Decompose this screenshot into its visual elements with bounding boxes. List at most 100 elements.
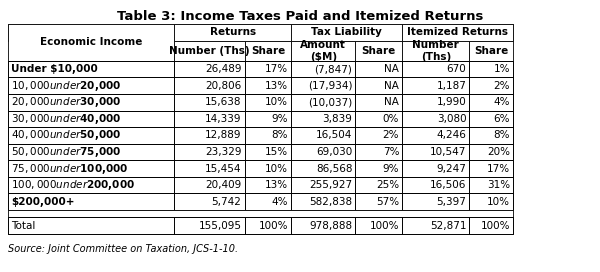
- Text: 26,489: 26,489: [205, 64, 242, 74]
- Bar: [8, 160, 175, 177]
- Bar: [469, 193, 513, 210]
- Text: 4%: 4%: [494, 97, 510, 107]
- Bar: [8, 78, 175, 94]
- Bar: [402, 127, 469, 144]
- Text: 9%: 9%: [383, 163, 399, 174]
- Bar: [8, 217, 175, 234]
- Text: 20,409: 20,409: [205, 180, 242, 190]
- Bar: [8, 160, 513, 177]
- Bar: [402, 78, 469, 94]
- Text: $10,000 under $20,000: $10,000 under $20,000: [11, 79, 121, 93]
- Bar: [175, 217, 245, 234]
- Bar: [402, 193, 469, 210]
- Bar: [291, 41, 355, 61]
- Text: 10%: 10%: [265, 97, 288, 107]
- Bar: [355, 61, 402, 78]
- Bar: [8, 144, 175, 160]
- Bar: [469, 94, 513, 111]
- Bar: [402, 217, 469, 234]
- Text: 978,888: 978,888: [310, 221, 352, 231]
- Text: 2%: 2%: [494, 81, 510, 91]
- Text: 10,547: 10,547: [430, 147, 466, 157]
- Text: 1%: 1%: [494, 64, 510, 74]
- Text: 52,871: 52,871: [430, 221, 466, 231]
- Bar: [291, 193, 355, 210]
- Text: Total: Total: [11, 221, 35, 231]
- Text: 25%: 25%: [376, 180, 399, 190]
- Bar: [402, 41, 469, 61]
- Bar: [245, 127, 291, 144]
- Text: 15,454: 15,454: [205, 163, 242, 174]
- Bar: [8, 24, 513, 41]
- Text: Itemized Returns: Itemized Returns: [407, 27, 508, 37]
- Bar: [469, 111, 513, 127]
- Bar: [175, 193, 245, 210]
- Bar: [245, 193, 291, 210]
- Bar: [8, 94, 513, 111]
- Text: $100,000 under $200,000: $100,000 under $200,000: [11, 178, 135, 192]
- Bar: [291, 144, 355, 160]
- Text: 1,990: 1,990: [437, 97, 466, 107]
- Bar: [469, 160, 513, 177]
- Bar: [469, 78, 513, 94]
- Bar: [355, 177, 402, 193]
- Text: 16,504: 16,504: [316, 131, 352, 140]
- Bar: [355, 217, 402, 234]
- Bar: [245, 217, 291, 234]
- Bar: [8, 127, 175, 144]
- Bar: [245, 111, 291, 127]
- Text: 100%: 100%: [259, 221, 288, 231]
- Text: $75,000 under $100,000: $75,000 under $100,000: [11, 162, 128, 176]
- Text: 4%: 4%: [272, 197, 288, 207]
- Bar: [8, 111, 175, 127]
- Text: NA: NA: [385, 64, 399, 74]
- Text: 4,246: 4,246: [436, 131, 466, 140]
- Text: 5,742: 5,742: [212, 197, 242, 207]
- Text: Economic Income: Economic Income: [40, 38, 142, 47]
- Text: (7,847): (7,847): [314, 64, 352, 74]
- Bar: [8, 61, 513, 78]
- Text: Share: Share: [362, 46, 396, 56]
- Text: 7%: 7%: [383, 147, 399, 157]
- Bar: [469, 144, 513, 160]
- Text: 670: 670: [446, 64, 466, 74]
- Bar: [8, 94, 175, 111]
- Bar: [355, 41, 402, 61]
- Bar: [175, 111, 245, 127]
- Bar: [291, 61, 355, 78]
- Bar: [469, 177, 513, 193]
- Text: (10,037): (10,037): [308, 97, 352, 107]
- Bar: [355, 193, 402, 210]
- Bar: [469, 127, 513, 144]
- Bar: [469, 41, 513, 61]
- Bar: [175, 177, 245, 193]
- Bar: [355, 111, 402, 127]
- Text: 15,638: 15,638: [205, 97, 242, 107]
- Bar: [402, 24, 513, 41]
- Text: 12,889: 12,889: [205, 131, 242, 140]
- Text: Under $10,000: Under $10,000: [11, 64, 98, 74]
- Bar: [245, 94, 291, 111]
- Bar: [291, 217, 355, 234]
- Bar: [291, 177, 355, 193]
- Bar: [245, 41, 291, 61]
- Text: 20,806: 20,806: [205, 81, 242, 91]
- Bar: [245, 78, 291, 94]
- Bar: [291, 127, 355, 144]
- Text: 5,397: 5,397: [436, 197, 466, 207]
- Text: 13%: 13%: [265, 81, 288, 91]
- Text: 69,030: 69,030: [316, 147, 352, 157]
- Text: NA: NA: [385, 81, 399, 91]
- Bar: [469, 217, 513, 234]
- Text: Source: Joint Committee on Taxation, JCS-1-10.: Source: Joint Committee on Taxation, JCS…: [8, 244, 238, 254]
- Text: 17%: 17%: [265, 64, 288, 74]
- Text: 8%: 8%: [494, 131, 510, 140]
- Bar: [291, 78, 355, 94]
- Text: 1,187: 1,187: [436, 81, 466, 91]
- Bar: [245, 160, 291, 177]
- Text: 86,568: 86,568: [316, 163, 352, 174]
- Text: 2%: 2%: [383, 131, 399, 140]
- Text: 13%: 13%: [265, 180, 288, 190]
- Bar: [8, 217, 513, 234]
- Text: 6%: 6%: [494, 114, 510, 124]
